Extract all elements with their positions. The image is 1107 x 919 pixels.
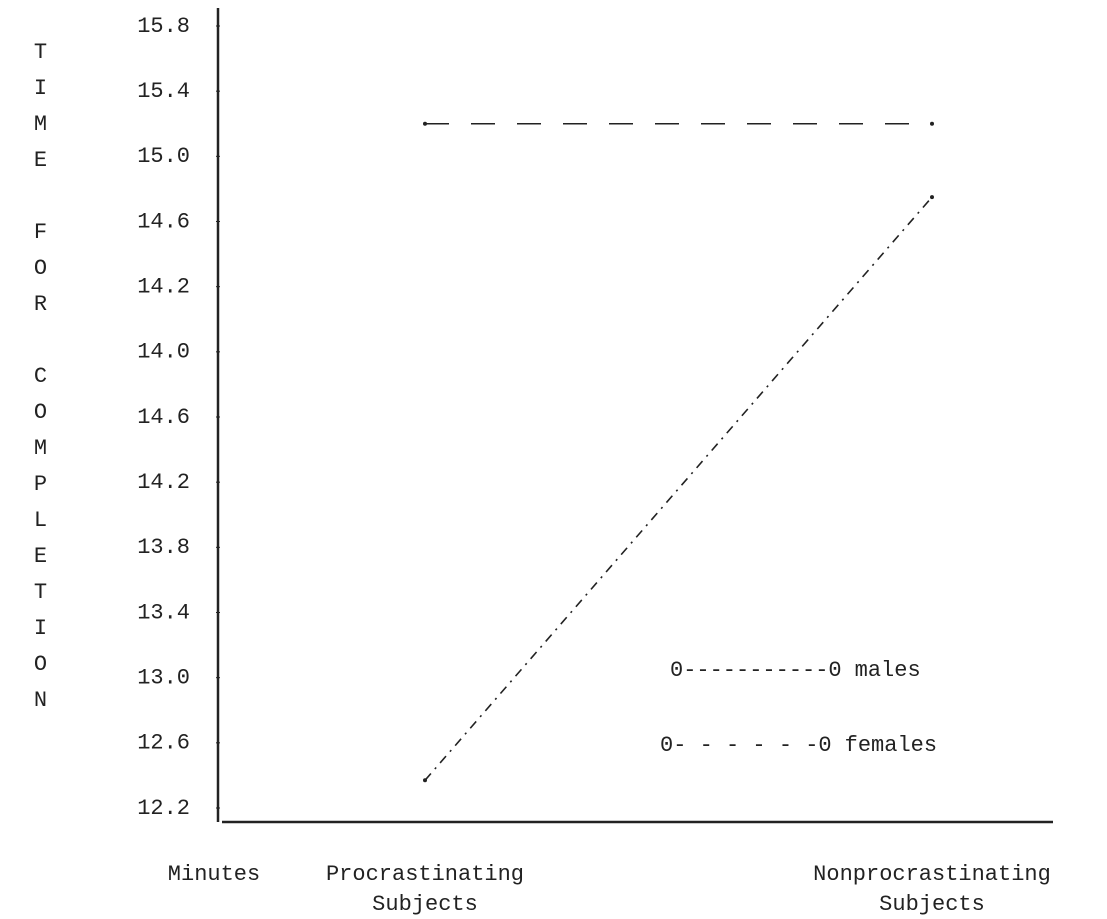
y-tick-label: 15.0	[137, 144, 190, 169]
legend-symbol: 0-----------0	[670, 658, 842, 683]
x-tick-label: Procrastinating Subjects	[325, 862, 525, 917]
point	[423, 778, 427, 783]
y-tick-label: 15.8	[137, 14, 190, 39]
y-tick-label: 14.6	[137, 209, 190, 234]
point	[930, 121, 934, 126]
y-tick-label: 13.4	[137, 600, 190, 625]
y-tick-label: 12.6	[137, 731, 190, 756]
series-line	[424, 196, 933, 781]
y-tick-label: 12.2	[137, 796, 190, 821]
point	[423, 121, 427, 126]
y-tick-label: 13.8	[137, 535, 190, 560]
x-tick-label: Nonprocrastinating Subjects	[813, 862, 1051, 917]
y-tick-label: 14.2	[137, 274, 190, 299]
legend-symbol: 0- - - - - -0	[660, 733, 832, 758]
y-tick-label: 15.4	[137, 79, 190, 104]
y-tick-label: 14.2	[137, 470, 190, 495]
legend-label: females	[845, 733, 937, 758]
x-axis-label: Minutes	[167, 862, 261, 887]
y-tick-label: 14.6	[137, 405, 190, 430]
y-tick-label: 13.0	[137, 665, 190, 690]
y-axis-label: TIME FOR COMPLETION	[28, 40, 53, 724]
point	[930, 195, 934, 200]
legend-label: males	[855, 658, 921, 683]
y-tick-label: 14.0	[137, 340, 190, 365]
